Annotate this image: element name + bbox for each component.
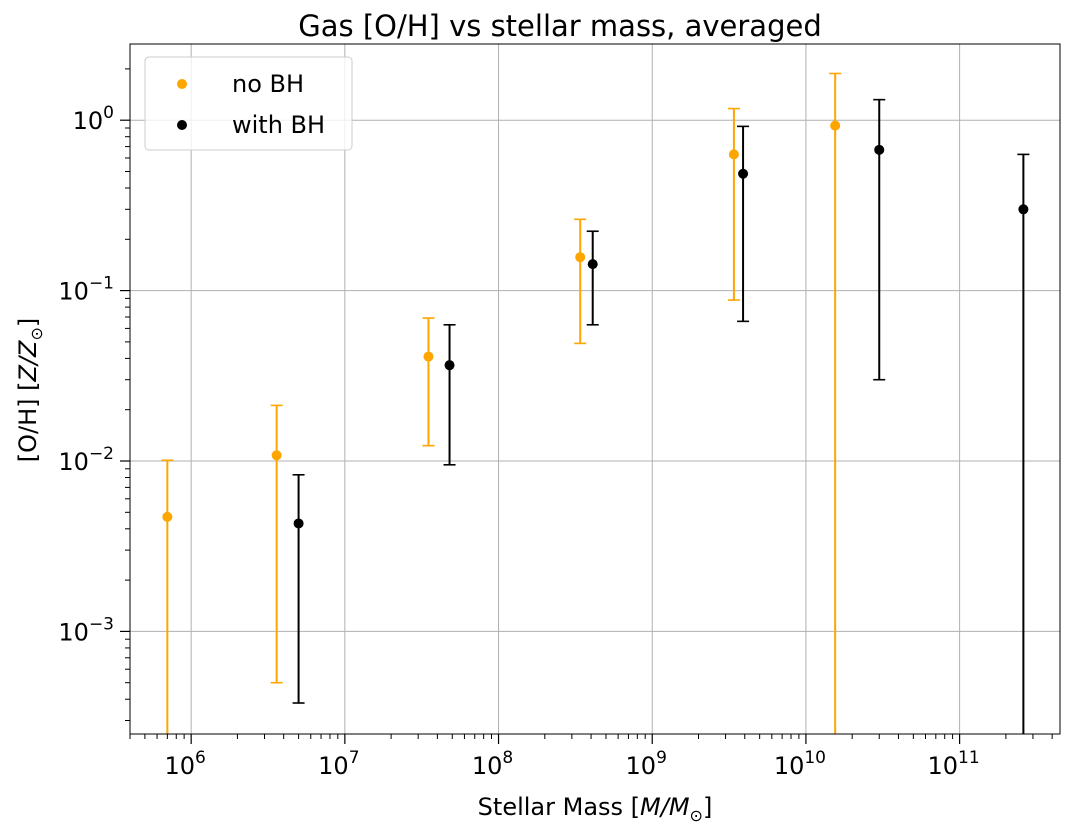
x-tick-label-base: 10 — [164, 752, 195, 780]
y-tick-label-exp: −3 — [89, 614, 114, 634]
x-tick-label: 106 — [164, 748, 205, 780]
y-tick-label-base: 10 — [58, 448, 89, 476]
major-ticks — [120, 119, 961, 744]
data-point — [830, 120, 841, 131]
data-point — [587, 259, 598, 270]
x-axis-title-prefix: Stellar Mass [ — [478, 793, 640, 821]
plot-frame — [129, 43, 1061, 735]
y-tick-label: 10−3 — [58, 614, 114, 646]
chart-title: Gas [O/H] vs stellar mass, averaged — [298, 9, 821, 43]
legend-marker-with-bh — [177, 120, 187, 130]
data-point — [271, 450, 282, 461]
y-tick-label: 100 — [73, 103, 114, 135]
legend: no BH with BH — [144, 56, 353, 151]
x-tick-label-exp: 7 — [349, 748, 360, 768]
data-point — [423, 351, 434, 362]
minor-ticks — [125, 68, 1053, 739]
series-layer — [161, 72, 1030, 734]
data-point — [738, 168, 749, 179]
x-tick-label-exp: 11 — [958, 748, 980, 768]
y-tick-label-exp: −1 — [89, 274, 114, 294]
x-tick-label-exp: 10 — [804, 748, 826, 768]
x-tick-label-base: 10 — [472, 752, 503, 780]
grid — [130, 44, 1060, 734]
data-point — [728, 149, 739, 160]
x-tick-label-exp: 6 — [195, 748, 206, 768]
y-tick-label: 10−1 — [58, 274, 114, 306]
x-axis-title-suffix: ] — [703, 793, 712, 821]
x-tick-label: 1011 — [928, 748, 980, 780]
y-axis-title-sub: ⊙ — [27, 327, 46, 340]
x-tick-label-base: 10 — [928, 752, 959, 780]
y-tick-label-exp: −2 — [89, 444, 114, 464]
x-axis-title-sub: ⊙ — [690, 806, 703, 825]
y-tick-label-base: 10 — [73, 107, 104, 135]
x-tick-label-base: 10 — [774, 752, 805, 780]
legend-label-with-bh: with BH — [232, 111, 325, 139]
legend-label-no-bh: no BH — [232, 70, 304, 98]
data-point — [162, 511, 173, 522]
data-point — [575, 252, 586, 263]
y-axis-title-var: Z/Z — [14, 340, 42, 383]
x-tick-label-base: 10 — [626, 752, 657, 780]
x-tick-label-base: 10 — [318, 752, 349, 780]
x-tick-label-exp: 9 — [656, 748, 667, 768]
y-axis-title: [O/H] [Z/Z⊙] — [14, 318, 46, 463]
data-point — [293, 518, 304, 529]
legend-marker-no-bh — [177, 79, 187, 89]
data-point — [874, 144, 885, 155]
y-tick-label: 10−2 — [58, 444, 114, 476]
legend-box — [144, 56, 353, 151]
data-point — [444, 360, 455, 371]
x-axis-title-var: M/M — [640, 793, 690, 821]
series-no-bh — [161, 72, 842, 734]
y-tick-label-exp: 0 — [103, 103, 114, 123]
x-tick-label: 108 — [472, 748, 513, 780]
y-axis-title-suffix: ] — [14, 318, 42, 327]
x-axis-title: Stellar Mass [M/M⊙] — [478, 793, 713, 825]
data-point — [1018, 204, 1029, 215]
series-with-bh — [292, 98, 1030, 734]
x-tick-label-exp: 8 — [502, 748, 513, 768]
x-tick-label: 107 — [318, 748, 359, 780]
x-tick-label: 109 — [626, 748, 667, 780]
y-tick-label-base: 10 — [58, 278, 89, 306]
y-tick-label-base: 10 — [58, 618, 89, 646]
x-tick-label: 1010 — [774, 748, 826, 780]
y-axis-title-prefix: [O/H] [ — [14, 382, 42, 463]
